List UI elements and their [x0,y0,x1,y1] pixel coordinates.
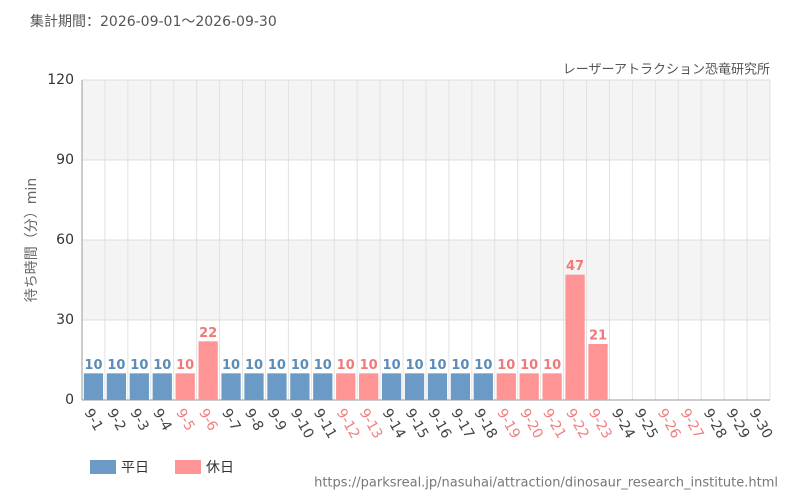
bar [198,341,218,400]
y-tick-label: 60 [56,232,74,248]
bar [473,373,493,400]
x-tick-label: 9-1 [81,406,106,434]
x-tick-label: 9-8 [241,406,266,434]
bar [359,373,379,400]
y-tick-label: 120 [47,72,74,88]
bar [83,373,104,400]
x-tick-label: 9-23 [585,406,615,442]
bar [542,373,562,400]
bar-value-label: 22 [199,326,217,341]
x-tick-label: 9-24 [608,406,638,442]
legend-swatch [90,460,116,474]
bar [496,373,516,400]
bar-value-label: 10 [84,358,102,373]
x-tick-label: 9-2 [103,406,128,434]
x-tick-label: 9-28 [700,406,730,442]
bar-value-label: 10 [543,358,561,373]
bar-value-label: 10 [520,358,538,373]
x-tick-label: 9-13 [356,406,386,442]
x-tick-label: 9-14 [379,406,409,442]
x-tick-label: 9-19 [493,406,523,442]
x-tick-label: 9-18 [470,406,500,442]
legend-swatch [175,460,201,474]
bar-value-label: 10 [153,358,171,373]
x-tick-label: 9-20 [516,406,546,442]
source-url: https://parksreal.jp/nasuhai/attraction/… [314,476,778,491]
x-tick-label: 9-29 [723,406,753,442]
legend-label: 休日 [206,460,234,476]
bar [129,373,149,400]
bar-value-label: 21 [589,329,607,344]
x-tick-label: 9-7 [218,406,243,434]
bar-value-label: 10 [474,358,492,373]
y-tick-label: 90 [56,152,74,168]
bar [106,373,127,400]
x-tick-label: 9-10 [287,406,317,442]
x-tick-label: 9-21 [539,406,569,442]
x-tick-label: 9-5 [172,406,197,434]
bar [336,373,356,400]
y-axis-label: 待ち時間（分）min [24,178,40,302]
chart-title: 集計期間：2026-09-01～2026-09-30 [30,13,277,30]
bar [427,373,448,400]
x-tick-label: 9-9 [264,406,289,434]
bar-value-label: 10 [107,358,125,373]
bar-value-label: 10 [176,358,194,373]
y-tick-label: 0 [65,392,74,408]
bar-value-label: 10 [314,358,332,373]
x-tick-label: 9-27 [677,406,707,442]
bar [175,373,195,400]
bar [404,373,425,400]
bar [313,373,333,400]
bar [450,373,471,400]
bar [565,274,585,400]
bar [381,373,402,400]
x-tick-label: 9-30 [746,406,776,442]
bar-value-label: 10 [222,358,240,373]
bar [519,373,539,400]
x-tick-label: 9-6 [195,406,220,434]
x-tick-label: 9-25 [631,406,661,442]
bar-value-label: 10 [268,358,286,373]
bar [152,373,172,400]
bar-value-label: 10 [383,358,401,373]
x-tick-label: 9-17 [447,406,477,442]
x-tick-label: 9-4 [149,406,174,434]
bar-value-label: 10 [360,358,378,373]
bar [221,373,241,400]
bar-value-label: 47 [566,259,584,274]
bar [588,344,608,400]
x-tick-label: 9-22 [562,406,592,442]
bar-value-label: 10 [497,358,515,373]
chart-subtitle: レーザーアトラクション恐竜研究所 [563,63,770,78]
x-tick-label: 9-26 [654,406,684,442]
bar-value-label: 10 [428,358,446,373]
bar [267,373,287,400]
bar-value-label: 10 [405,358,423,373]
bar [244,373,264,400]
y-tick-label: 30 [56,312,74,328]
x-tick-label: 9-12 [333,406,363,442]
bar-value-label: 10 [130,358,148,373]
x-tick-label: 9-3 [126,406,151,434]
x-tick-label: 9-16 [425,406,455,442]
bar [290,373,310,400]
legend-label: 平日 [121,460,149,476]
x-tick-label: 9-11 [310,406,340,442]
bar-value-label: 10 [245,358,263,373]
bar-value-label: 10 [291,358,309,373]
x-tick-label: 9-15 [402,406,432,442]
bar-value-label: 10 [451,358,469,373]
bar-value-label: 10 [337,358,355,373]
